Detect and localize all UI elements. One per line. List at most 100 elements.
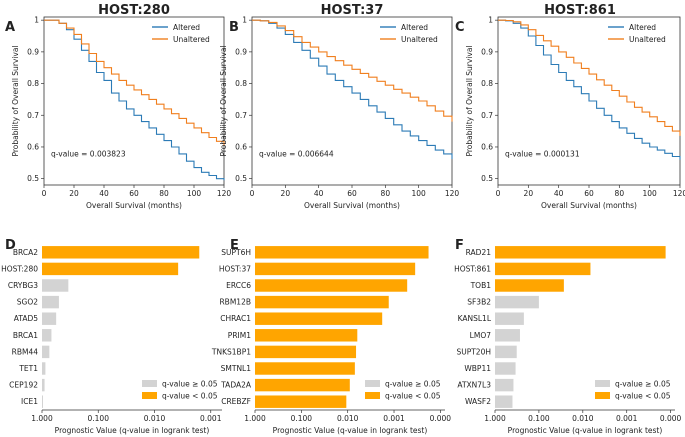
y-axis-label: Probability of Overall Survival — [465, 45, 474, 156]
x-tick-label: 60 — [129, 189, 139, 198]
legend-swatch — [142, 380, 157, 387]
legend-label: Unaltered — [173, 35, 210, 44]
legend-label: q-value < 0.05 — [385, 392, 441, 401]
legend-swatch — [595, 392, 610, 399]
gene-label: ATAD5 — [14, 314, 38, 323]
bar — [255, 262, 416, 276]
bar — [42, 395, 43, 408]
series-line-altered — [252, 19, 453, 159]
gene-label: SUPT20H — [456, 347, 491, 356]
bar — [255, 395, 347, 408]
bar — [255, 378, 350, 392]
x-tick-label: 0 — [42, 189, 47, 198]
y-tick-label: 0.7 — [235, 111, 247, 120]
x-tick-label: 60 — [584, 189, 594, 198]
bar — [495, 345, 517, 359]
gene-label: ERCC6 — [226, 281, 251, 290]
y-axis-label: Probability of Overall Survival — [219, 45, 228, 156]
km-panel-a: A HOST:280 0 20 40 60 80 100 120 0.5 0.6 0.7 0.8 0.9 1… — [5, 3, 231, 210]
gene-label: BRCA1 — [13, 331, 38, 340]
x-tick-label: 20 — [69, 189, 79, 198]
x-tick-label: 0.010 — [572, 414, 594, 423]
x-tick-label: 100 — [187, 189, 202, 198]
x-tick-label: 0.001 — [383, 414, 405, 423]
bar — [255, 362, 355, 375]
x-axis-label: Overall Survival (months) — [86, 201, 182, 210]
series-line-altered — [498, 19, 681, 160]
y-tick-label: 1 — [242, 16, 247, 25]
panel-letter: A — [5, 20, 15, 35]
panel-letter: F — [455, 238, 464, 253]
legend-label: q-value < 0.05 — [615, 392, 671, 401]
x-tick-label: 120 — [217, 189, 232, 198]
y-tick-label: 0.8 — [481, 79, 493, 88]
q-value-annotation: q-value = 0.006644 — [259, 149, 334, 158]
gene-label: KANSL1L — [458, 314, 492, 323]
bar — [42, 362, 46, 375]
bar-panel-d: D 1.000 0.100 0.010 0.001 Prognostic Value (q… — [1, 238, 222, 435]
gene-label: SF3B2 — [467, 298, 491, 307]
gene-label: BRCA2 — [13, 248, 38, 257]
y-tick-label: 0.7 — [27, 111, 39, 120]
gene-label: HOST:37 — [219, 264, 251, 273]
y-tick-label: 1 — [488, 16, 493, 25]
y-tick-label: 0.9 — [481, 47, 493, 56]
x-axis-label: Prognostic Value (q-value in logrank tes… — [273, 426, 428, 435]
x-tick-label: 100 — [412, 189, 427, 198]
x-tick-label: 0.010 — [144, 414, 166, 423]
bar — [495, 362, 516, 375]
gene-label: ICE1 — [21, 397, 38, 406]
chart-title: HOST:37 — [321, 3, 384, 18]
x-tick-label: 0.010 — [337, 414, 359, 423]
gene-label: CEP192 — [9, 381, 38, 390]
y-tick-label: 0.5 — [27, 174, 39, 183]
x-tick-label: 0.000 — [430, 414, 452, 423]
series-line-altered — [44, 19, 225, 181]
x-tick-label: 0.000 — [660, 414, 682, 423]
x-tick-label: 80 — [615, 189, 625, 198]
x-tick-label: 0.100 — [528, 414, 550, 423]
gene-label: CRYBG3 — [8, 281, 38, 290]
gene-label: PRIM1 — [228, 331, 251, 340]
x-tick-label: 1.000 — [484, 414, 506, 423]
bar — [495, 295, 539, 309]
gene-label: RBM12B — [219, 298, 251, 307]
bar — [42, 312, 57, 325]
bar — [495, 279, 564, 292]
gene-label: WBP11 — [464, 364, 491, 373]
x-tick-label: 0.001 — [616, 414, 638, 423]
x-tick-label: 40 — [99, 189, 109, 198]
legend-label: Altered — [401, 23, 428, 32]
bar — [255, 312, 383, 325]
gene-label: TOB1 — [470, 281, 492, 290]
bar — [255, 246, 429, 259]
gene-label: SUPT6H — [221, 248, 251, 257]
bar — [495, 246, 666, 259]
y-tick-label: 0.7 — [481, 111, 493, 120]
x-tick-label: 20 — [281, 189, 291, 198]
bar — [255, 279, 408, 292]
bar — [42, 279, 69, 292]
gene-label: RAD21 — [466, 248, 492, 257]
x-tick-label: 120 — [445, 189, 460, 198]
y-tick-label: 0.6 — [481, 142, 493, 151]
y-tick-label: 0.9 — [27, 47, 39, 56]
legend-label: Unaltered — [629, 35, 666, 44]
x-tick-label: 120 — [673, 189, 685, 198]
bar — [495, 312, 524, 325]
bar-panel-f: F 1.000 0.100 0.010 0.001 0.000 Prognostic Val… — [454, 238, 681, 435]
legend-swatch — [365, 392, 380, 399]
x-tick-label: 20 — [524, 189, 534, 198]
gene-label: HOST:280 — [1, 264, 38, 273]
q-value-annotation: q-value = 0.003823 — [51, 149, 126, 158]
y-tick-label: 1 — [34, 16, 39, 25]
y-tick-label: 0.5 — [235, 174, 247, 183]
legend-label: q-value ≥ 0.05 — [385, 380, 441, 389]
x-tick-label: 0 — [496, 189, 501, 198]
chart-title: HOST:280 — [98, 3, 170, 18]
bar — [42, 329, 52, 342]
bar — [495, 378, 514, 392]
km-panel-c: C HOST:861 0 20 40 60 80 100 120 0.5 0.6 0.7 0.8 0.9 1… — [455, 3, 685, 210]
